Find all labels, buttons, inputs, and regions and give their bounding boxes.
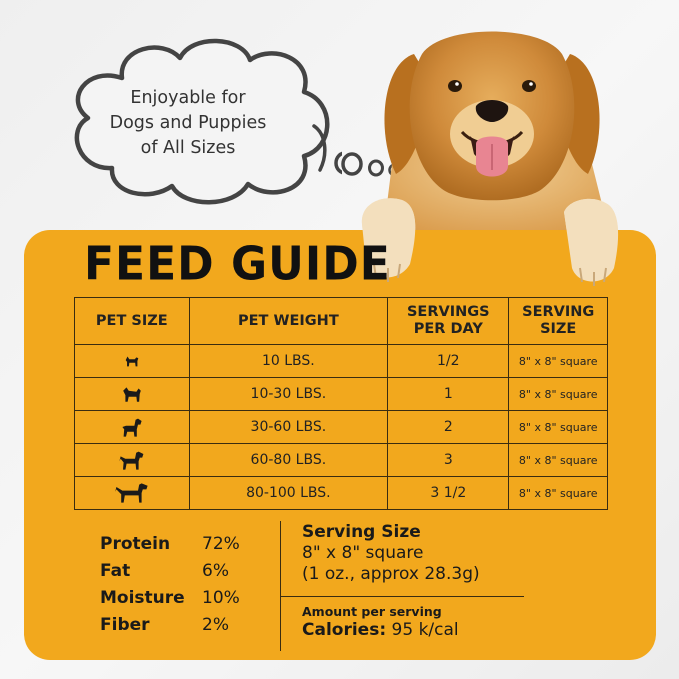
amount-per-serving-label: Amount per serving <box>302 604 442 619</box>
pet-size-cell <box>74 476 190 510</box>
calories-line: Calories: 95 k/cal <box>302 620 459 640</box>
nutrient-name: Fiber <box>100 615 150 635</box>
header-servings-line: PER DAY <box>413 321 483 337</box>
pet-size-cell <box>74 443 190 477</box>
pet-weight-cell: 30-60 LBS. <box>188 410 389 444</box>
nutrition-row: Protein 72% <box>100 534 270 561</box>
header-servings-per-day: SERVINGS PER DAY <box>387 297 510 345</box>
golden-retriever-illustration <box>361 31 619 286</box>
table-row: 10 LBS. 1/2 8" x 8" square <box>74 344 608 378</box>
xlarge-dog-silhouette-icon <box>114 483 148 503</box>
header-pet-weight: PET WEIGHT <box>188 297 389 345</box>
pet-weight-cell: 10-30 LBS. <box>188 377 389 411</box>
servings-cell: 3 <box>387 443 510 477</box>
bubble-line: of All Sizes <box>140 138 236 158</box>
serving-size-weight: (1 oz., approx 28.3g) <box>302 564 480 584</box>
table-header-row: PET SIZE PET WEIGHT SERVINGS PER DAY SER… <box>74 297 608 345</box>
nutrient-name: Protein <box>100 534 171 554</box>
nutrition-row: Fat 6% <box>100 561 270 588</box>
nutrition-list: Protein 72% Fat 6% Moisture 10% Fiber 2% <box>100 534 270 642</box>
small-dog-silhouette-icon <box>122 387 141 402</box>
serving-size-cell: 8" x 8" square <box>508 443 608 477</box>
table-row: 30-60 LBS. 2 8" x 8" square <box>74 410 608 444</box>
table-row: 60-80 LBS. 3 8" x 8" square <box>74 443 608 477</box>
nutrient-value: 2% <box>202 615 229 635</box>
nutrient-name: Fat <box>100 561 131 581</box>
table-row: 80-100 LBS. 3 1/2 8" x 8" square <box>74 476 608 510</box>
pet-weight-cell: 80-100 LBS. <box>188 476 389 510</box>
amount-per-serving-block: Amount per serving Calories: 95 k/cal <box>302 604 459 640</box>
tiny-dog-silhouette-icon <box>125 356 139 367</box>
header-serving-size-line: SIZE <box>540 321 577 337</box>
pet-size-cell <box>74 377 190 411</box>
servings-cell: 2 <box>387 410 510 444</box>
pet-size-cell <box>74 344 190 378</box>
serving-size-cell: 8" x 8" square <box>508 410 608 444</box>
pet-weight-cell: 60-80 LBS. <box>188 443 389 477</box>
page-title: FEED GUIDE <box>84 237 391 292</box>
servings-cell: 1 <box>387 377 510 411</box>
nutrient-value: 6% <box>202 561 229 581</box>
serving-size-cell: 8" x 8" square <box>508 377 608 411</box>
medium-dog-silhouette-icon <box>122 418 142 437</box>
header-servings-line: SERVINGS <box>406 304 490 320</box>
nutrient-name: Moisture <box>100 588 185 608</box>
nutrient-value: 72% <box>202 534 240 554</box>
nutrition-row: Fiber 2% <box>100 615 270 642</box>
feed-guide-table: PET SIZE PET WEIGHT SERVINGS PER DAY SER… <box>74 297 608 510</box>
calories-value: 95 k/cal <box>386 620 459 640</box>
servings-cell: 3 1/2 <box>387 476 510 510</box>
header-serving-size-line: SERVING <box>522 304 595 320</box>
header-serving-size: SERVING SIZE <box>508 297 608 345</box>
pet-weight-cell: 10 LBS. <box>188 344 389 378</box>
serving-size-dimensions: 8" x 8" square <box>302 543 424 563</box>
nutrient-value: 10% <box>202 588 240 608</box>
header-pet-size: PET SIZE <box>74 297 190 345</box>
vertical-divider <box>280 521 282 651</box>
pet-size-cell <box>74 410 190 444</box>
horizontal-divider <box>280 596 524 598</box>
bubble-line: Dogs and Puppies <box>109 113 267 133</box>
large-dog-silhouette-icon <box>119 451 144 470</box>
calories-label: Calories: <box>302 620 387 640</box>
bubble-line: Enjoyable for <box>130 88 246 108</box>
dog-paws <box>361 198 619 286</box>
servings-cell: 1/2 <box>387 344 510 378</box>
serving-size-cell: 8" x 8" square <box>508 344 608 378</box>
table-row: 10-30 LBS. 1 8" x 8" square <box>74 377 608 411</box>
serving-size-block: Serving Size 8" x 8" square (1 oz., appr… <box>302 522 480 585</box>
thought-cloud <box>74 38 342 205</box>
serving-size-cell: 8" x 8" square <box>508 476 608 510</box>
nutrition-row: Moisture 10% <box>100 588 270 615</box>
bubble-text: Enjoyable for Dogs and Puppies of All Si… <box>88 86 288 161</box>
serving-size-heading: Serving Size <box>302 522 421 542</box>
